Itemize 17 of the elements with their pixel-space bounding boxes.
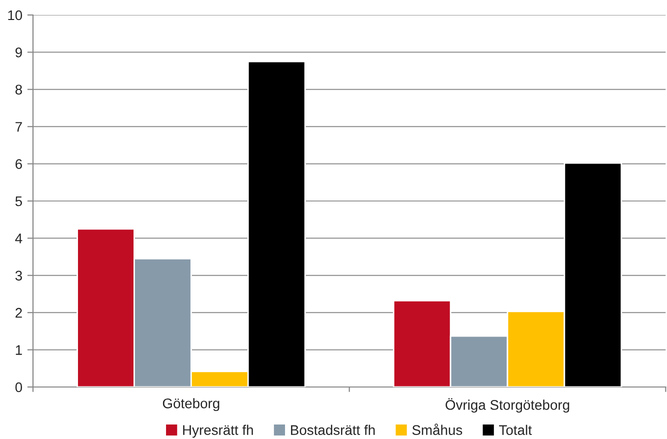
y-tick-label: 1 <box>16 345 22 355</box>
y-tick-label: 9 <box>16 48 22 58</box>
x-tick-label: Övriga Storgöteborg <box>446 398 570 413</box>
y-tick-label: 10 <box>8 10 22 20</box>
y-tick-label: 2 <box>16 308 22 318</box>
y-tick-label: 8 <box>15 84 22 95</box>
y-tick-label: 7 <box>16 122 22 132</box>
x-tick-label: Göteborg <box>162 398 220 412</box>
legend-label: Hyresrätt fh <box>183 424 253 438</box>
legend-label: Småhus <box>412 424 462 435</box>
y-tick-label: 6 <box>16 159 22 169</box>
y-tick-label: 0 <box>15 382 22 392</box>
legend-label: Totalt <box>499 424 532 435</box>
y-tick-label: 5 <box>15 196 22 206</box>
y-tick-label: 3 <box>15 270 22 281</box>
y-tick-label: 4 <box>15 234 22 244</box>
legend-label: Bostadsrätt fh <box>291 424 375 435</box>
